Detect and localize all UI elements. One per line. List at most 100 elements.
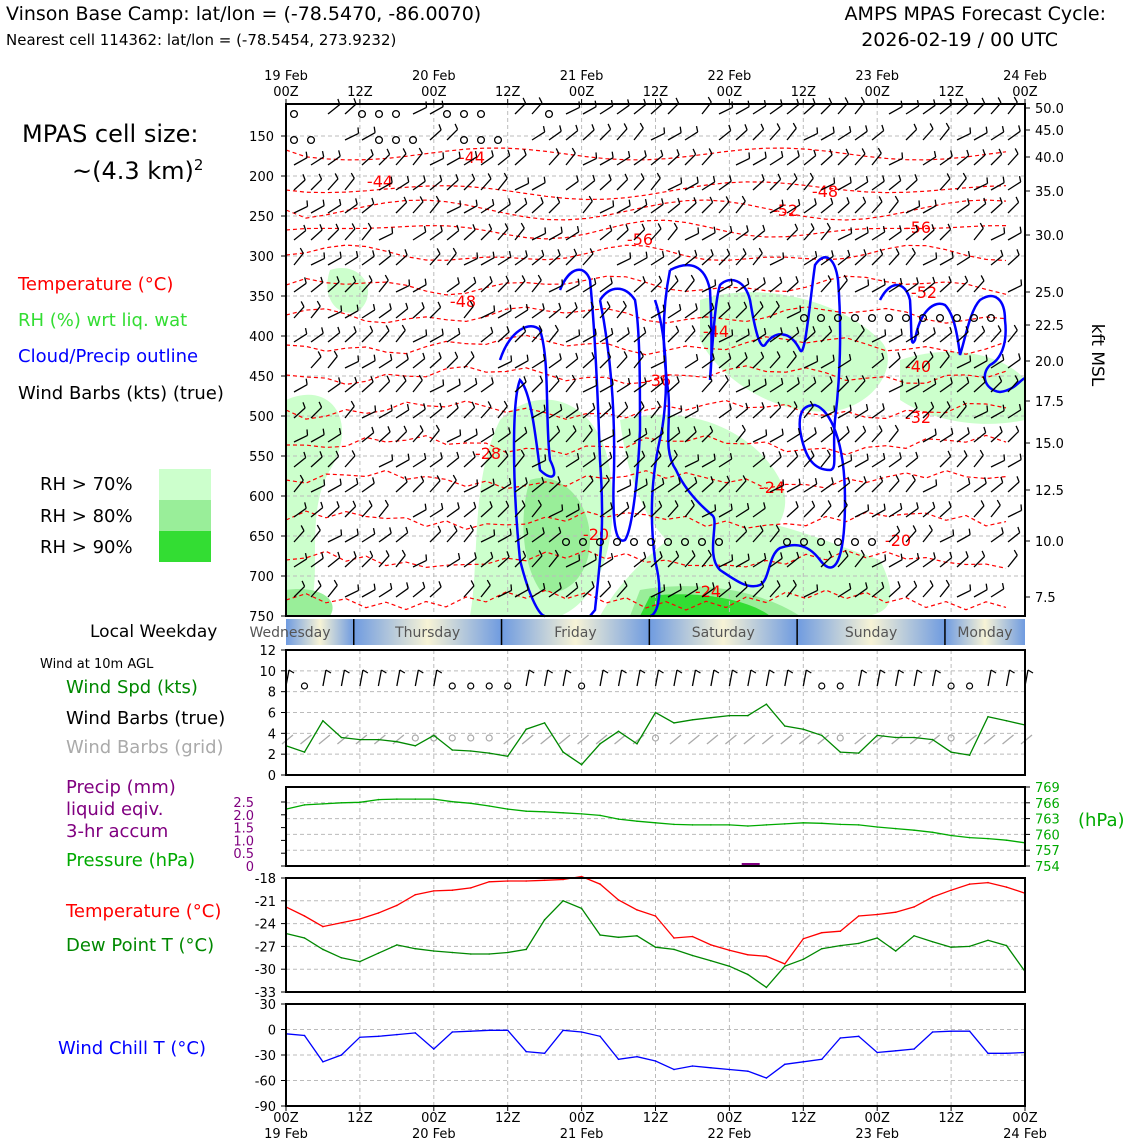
surface-wind-barb: [913, 669, 918, 687]
wind-barb: [582, 106, 597, 115]
dewpoint-line-point: [414, 947, 417, 950]
wind-barb: [650, 103, 663, 115]
wind-barb: [565, 334, 580, 343]
wind-barb-flag: [607, 351, 612, 358]
wind-barb: [922, 156, 937, 166]
wind-barb: [667, 505, 679, 518]
wind-barb: [871, 152, 882, 166]
wind-barb-flag: [678, 477, 681, 484]
calm-circle: [969, 313, 979, 323]
wind-barb: [820, 255, 834, 266]
wind-barb-flag: [525, 527, 529, 535]
wind-barb: [803, 132, 818, 141]
wind-barb-flag: [408, 279, 411, 286]
wind-barb: [599, 230, 613, 241]
wind-barb: [735, 306, 748, 319]
windchill-line-point: [987, 1052, 989, 1055]
surface-wind-barb: [599, 669, 604, 687]
windchill-line-point: [470, 1030, 472, 1032]
wind-barb-flag: [780, 552, 783, 559]
wind-barb: [412, 307, 425, 319]
windchill-line-point: [931, 1031, 934, 1033]
wind-barb-flag: [935, 479, 938, 486]
surface-calm-circle: [836, 682, 844, 690]
wind-barb-flag: [986, 405, 989, 412]
wind-barb-flag: [627, 327, 630, 334]
wind-barb-flag: [969, 584, 972, 591]
wind-barb: [735, 586, 748, 598]
wind-barb-flag: [982, 376, 986, 383]
wind-speed-line-point: [488, 752, 491, 754]
windchill-line-point: [433, 1048, 435, 1050]
cloud-outline: [598, 287, 642, 542]
wind-barb-flag: [728, 124, 732, 131]
wind-barb-flag: [695, 353, 699, 361]
wind-barb: [344, 177, 355, 191]
wind-barb: [956, 155, 970, 166]
wind-barb: [344, 331, 357, 343]
wind-barb: [463, 257, 478, 266]
wind-barb-flag: [809, 400, 814, 407]
wind-barb-flag: [644, 377, 647, 384]
wind-barb: [667, 330, 680, 343]
wind-barb: [820, 227, 831, 241]
wind-barb-flag: [373, 354, 376, 361]
wind-barb-flag: [846, 197, 850, 204]
wind-barb-flag: [407, 453, 410, 460]
wind-barb: [548, 284, 563, 293]
wind-speed-label: Wind Spd (kts): [66, 677, 198, 698]
wind-barb-flag: [930, 401, 935, 408]
pressure-line-point: [821, 822, 823, 825]
wind-barb: [616, 585, 628, 598]
wind-barb: [735, 408, 749, 419]
surface-wind-barb-flag: [990, 669, 997, 674]
wind-barb-flag: [882, 225, 886, 233]
wind-barb-flag: [306, 429, 309, 436]
pressure-tick-label: 150: [249, 130, 274, 145]
wind-barb: [599, 205, 614, 214]
wind-barb: [888, 357, 901, 369]
wind-barb: [293, 179, 306, 191]
pressure-tick-label: 600: [249, 490, 274, 505]
wind-barb-flag: [556, 425, 561, 432]
pressure-line-point: [802, 822, 805, 824]
wind-barb: [412, 358, 426, 369]
pressure-line-point: [506, 808, 509, 810]
temperature-contour: [285, 589, 1007, 611]
wind-barb-flag: [730, 278, 733, 285]
wind-barb-flag: [508, 250, 512, 258]
pressure-tick-label: 450: [249, 370, 274, 385]
wind-barb-flag: [357, 584, 360, 591]
wind-barb-flag: [319, 451, 323, 458]
wind-barb-flag: [406, 353, 409, 360]
wind-barb: [956, 382, 970, 393]
wind-barb-flag: [457, 277, 460, 284]
wind-barb: [786, 228, 799, 241]
wind-barb: [1007, 409, 1022, 419]
wind-barb-flag: [610, 502, 613, 509]
wind-barb: [497, 405, 508, 419]
wind-barb: [803, 483, 818, 493]
wind-barb: [990, 504, 1001, 518]
wind-barb: [395, 329, 406, 343]
wind-barb: [922, 128, 934, 141]
wind-barb-flag: [373, 126, 376, 133]
wind-barb-flag: [571, 374, 576, 381]
wind-barb-flag: [673, 222, 678, 229]
bottom-hour-label: 00Z: [1012, 1111, 1038, 1126]
surface-calm-circle: [818, 682, 826, 690]
wind-barb-flag: [967, 198, 970, 205]
legend-rh: RH (%) wrt liq. wat: [18, 310, 188, 331]
pressure-line-point: [414, 798, 417, 800]
wind-barb-flag: [743, 525, 748, 532]
wind-barb: [973, 280, 985, 293]
wind-barb: [310, 484, 325, 493]
wind-barb-flag: [675, 550, 680, 557]
wind-barb: [786, 178, 798, 191]
windchill-line-point: [322, 1061, 324, 1063]
wind-barb-flag: [508, 198, 511, 205]
pressure-tick-label: 350: [249, 290, 274, 305]
wind-barb-flag: [968, 528, 971, 535]
pressure-line-point: [525, 810, 527, 812]
wind-barb-flag: [760, 123, 765, 130]
